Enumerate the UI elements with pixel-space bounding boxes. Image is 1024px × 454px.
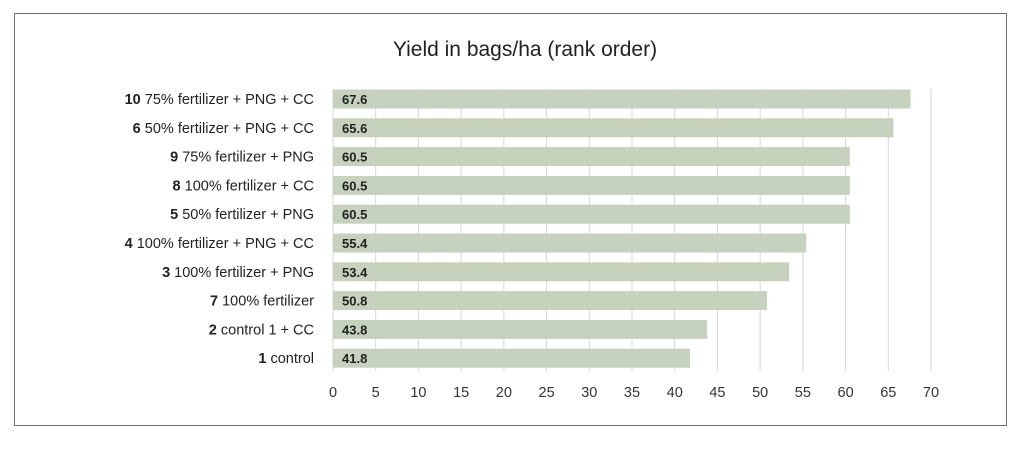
category-text: 50% fertilizer + PNG xyxy=(178,207,314,223)
x-tick-label: 70 xyxy=(923,385,939,401)
bar-value-label: 65.6 xyxy=(342,121,367,136)
bar-value-label: 67.6 xyxy=(342,92,367,107)
category-labels: 10 75% fertilizer + PNG + CC6 50% fertil… xyxy=(125,92,315,367)
category-number: 10 xyxy=(125,92,141,108)
category-label: 3 100% fertilizer + PNG xyxy=(162,265,314,281)
bar xyxy=(333,89,911,109)
category-number: 7 xyxy=(210,294,218,310)
category-number: 6 xyxy=(133,121,141,137)
bar xyxy=(333,348,691,368)
category-label: 5 50% fertilizer + PNG xyxy=(170,207,314,223)
x-tick-label: 40 xyxy=(667,385,683,401)
category-label: 9 75% fertilizer + PNG xyxy=(170,150,314,166)
category-number: 8 xyxy=(173,178,181,194)
x-tick-label: 50 xyxy=(752,385,768,401)
category-text: control xyxy=(266,351,314,367)
bar-value-label: 43.8 xyxy=(342,322,367,337)
bar xyxy=(333,204,850,224)
category-label: 10 75% fertilizer + PNG + CC xyxy=(125,92,314,108)
x-tick-label: 25 xyxy=(539,385,555,401)
bar xyxy=(333,291,767,311)
bar xyxy=(333,233,807,253)
bar-value-label: 60.5 xyxy=(342,207,367,222)
bar-value-label: 41.8 xyxy=(342,351,367,366)
category-text: 50% fertilizer + PNG + CC xyxy=(141,121,314,137)
bar xyxy=(333,118,894,138)
x-tick-label: 20 xyxy=(496,385,512,401)
bar-value-label: 60.5 xyxy=(342,178,367,193)
chart-title: Yield in bags/ha (rank order) xyxy=(393,38,657,61)
category-number: 3 xyxy=(162,265,170,281)
bar-value-label: 60.5 xyxy=(342,150,367,165)
category-label: 8 100% fertilizer + CC xyxy=(173,178,314,194)
category-number: 1 xyxy=(258,351,266,367)
category-text: 75% fertilizer + PNG + CC xyxy=(141,92,314,108)
category-text: 75% fertilizer + PNG xyxy=(178,150,314,166)
category-label: 4 100% fertilizer + PNG + CC xyxy=(125,236,314,252)
bar xyxy=(333,319,708,339)
category-text: 100% fertilizer + PNG + CC xyxy=(133,236,314,252)
category-number: 2 xyxy=(209,322,217,338)
x-tick-label: 55 xyxy=(795,385,811,401)
category-label: 1 control xyxy=(258,351,314,367)
category-text: 100% fertilizer xyxy=(218,294,314,310)
category-label: 2 control 1 + CC xyxy=(209,322,314,338)
x-axis-ticks: 0 5 10 15 20 25 30 35 40 45 50 55 60 65 70 xyxy=(329,385,939,401)
bar-value-label: 55.4 xyxy=(342,236,368,251)
bar xyxy=(333,262,790,282)
category-number: 5 xyxy=(170,207,178,223)
bars: 67.6 65.6 60.5 60.5 60.5 55.4 53.4 50.8 43.8 41.8 xyxy=(333,89,911,368)
x-tick-label: 65 xyxy=(880,385,896,401)
category-number: 4 xyxy=(125,236,133,252)
x-tick-label: 5 xyxy=(372,385,380,401)
bar xyxy=(333,147,850,167)
bar-value-label: 50.8 xyxy=(342,294,367,309)
bar-value-label: 53.4 xyxy=(342,265,368,280)
x-tick-label: 15 xyxy=(453,385,469,401)
x-tick-label: 45 xyxy=(709,385,725,401)
category-text: 100% fertilizer + CC xyxy=(181,178,314,194)
category-label: 6 50% fertilizer + PNG + CC xyxy=(133,121,314,137)
x-tick-label: 0 xyxy=(329,385,337,401)
x-tick-label: 35 xyxy=(624,385,640,401)
category-text: control 1 + CC xyxy=(217,322,314,338)
x-tick-label: 60 xyxy=(838,385,854,401)
x-tick-label: 30 xyxy=(581,385,597,401)
bar xyxy=(333,175,850,195)
category-number: 9 xyxy=(170,150,178,166)
category-text: 100% fertilizer + PNG xyxy=(170,265,314,281)
x-tick-label: 10 xyxy=(410,385,426,401)
category-label: 7 100% fertilizer xyxy=(210,294,314,310)
